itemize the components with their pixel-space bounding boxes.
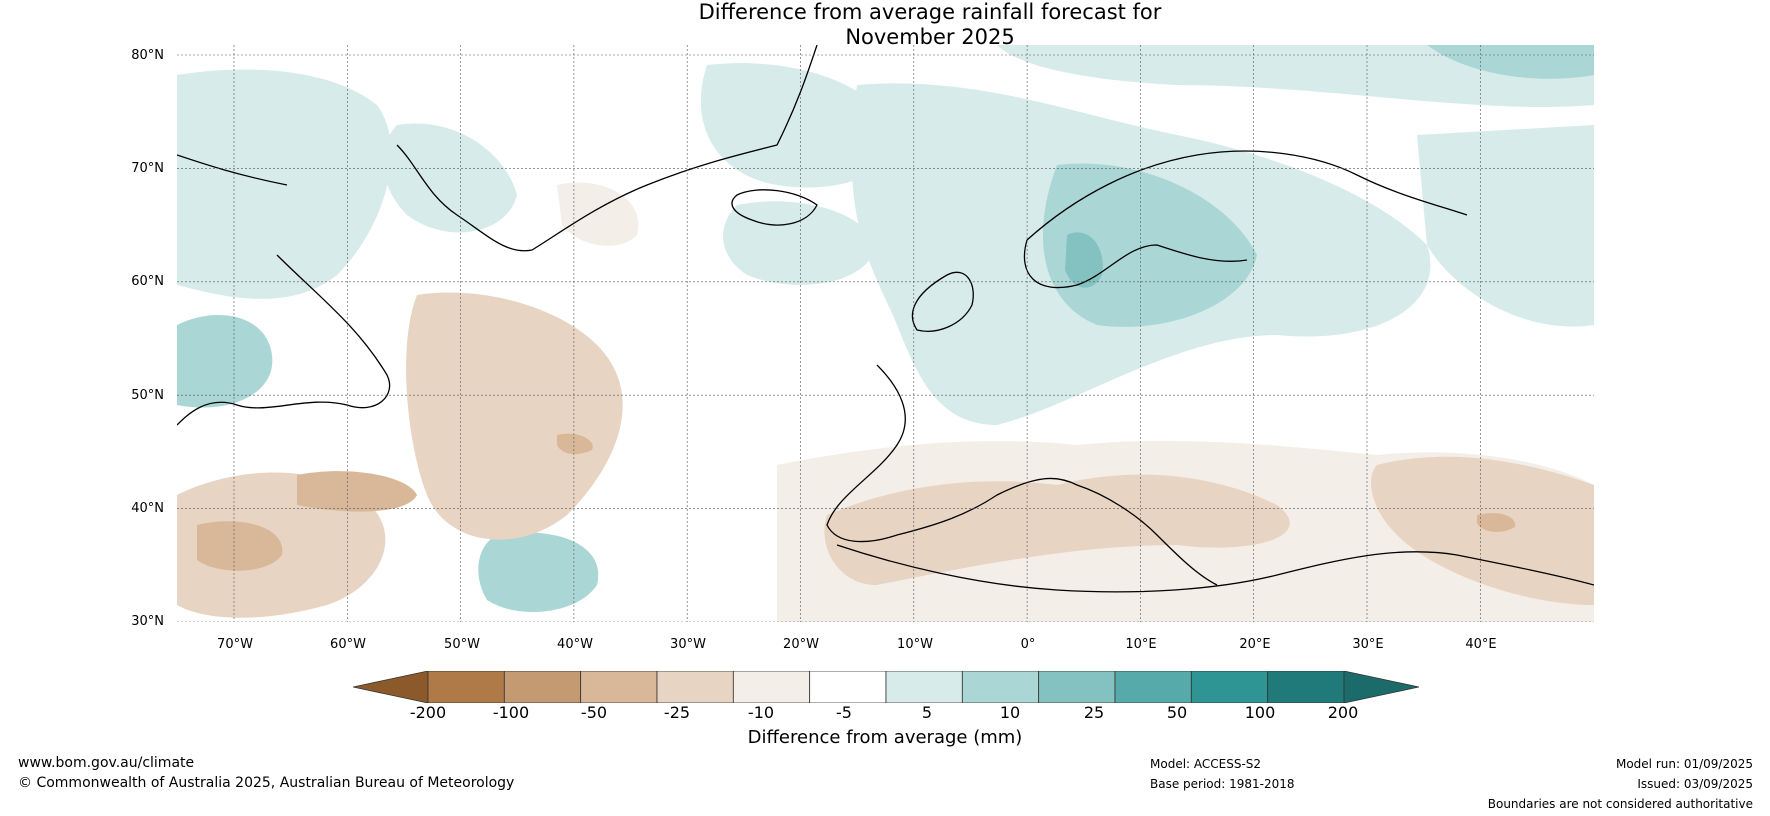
disclaimer-text: Boundaries are not considered authoritat… <box>1487 797 1753 811</box>
model-run-text: Model run: 01/09/2025 <box>1615 757 1753 771</box>
colorbar <box>353 671 1419 703</box>
cb-tick-5: 5 <box>921 703 933 722</box>
coastline-western-europe <box>826 364 1218 586</box>
wet-region-svalbard <box>997 45 1594 108</box>
dry-region-southwest-core <box>197 521 283 571</box>
lat-label-60n: 60°N <box>131 274 164 289</box>
cb-tick-neg50: -50 <box>580 703 608 722</box>
map-canvas <box>177 45 1594 622</box>
lat-label-50n: 50°N <box>131 388 164 403</box>
lon-label-30e: 30°E <box>1352 637 1384 652</box>
website-link[interactable]: www.bom.gov.au/climate <box>18 755 195 771</box>
issued-text: Issued: 03/09/2025 <box>1637 777 1753 791</box>
coastline-greenland <box>396 45 818 252</box>
cb-tick-neg100: -100 <box>492 703 530 722</box>
colorbar-segment <box>1038 671 1116 703</box>
wet-region-norway-peak <box>1065 232 1103 288</box>
base-period-text: Base period: 1981-2018 <box>1150 777 1295 791</box>
gridlines <box>177 45 1594 622</box>
cb-tick-neg200: -200 <box>409 703 447 722</box>
wet-region-barents <box>1427 45 1594 79</box>
cb-tick-25: 25 <box>1083 703 1105 722</box>
colorbar-segment <box>1267 671 1345 703</box>
dry-region-atlantic-spot <box>557 433 593 455</box>
dry-region-mediterranean-core <box>824 474 1290 585</box>
dry-anomaly-regions <box>177 182 1594 622</box>
colorbar-segment <box>885 671 963 703</box>
map-title: Difference from average rainfall forecas… <box>630 0 1230 50</box>
colorbar-segment <box>1114 671 1192 703</box>
dry-region-middle-east-core <box>1477 513 1516 532</box>
colorbar-segment <box>656 671 734 703</box>
dry-region-middle-east <box>1371 456 1594 605</box>
colorbar-extend-low <box>353 671 429 703</box>
colorbar-segment <box>732 671 811 703</box>
lon-label-70w: 70°W <box>217 637 253 652</box>
colorbar-segment <box>503 671 582 703</box>
coastline-labrador <box>177 254 391 426</box>
wet-region-iceland <box>723 201 877 285</box>
cb-tick-neg5: -5 <box>836 703 852 722</box>
colorbar-extend-high <box>1343 671 1419 703</box>
cb-tick-100: 100 <box>1244 703 1276 722</box>
colorbar-segment <box>580 671 658 703</box>
lon-label-20e: 20°E <box>1239 637 1271 652</box>
copyright-text: © Commonwealth of Australia 2025, Austra… <box>18 775 515 791</box>
coastline-iceland <box>731 189 818 226</box>
lon-label-40e: 40°E <box>1465 637 1497 652</box>
coastlines <box>177 45 1594 593</box>
lon-label-10e: 10°E <box>1125 637 1157 652</box>
wet-anomaly-regions <box>177 45 1594 612</box>
lon-label-20w: 20°W <box>783 637 819 652</box>
wet-region-subtropical-atlantic <box>478 532 599 612</box>
cb-tick-10: 10 <box>999 703 1021 722</box>
coastline-baffin <box>177 154 288 186</box>
colorbar-label: Difference from average (mm) <box>747 727 1023 748</box>
wet-region-russia <box>1417 125 1594 327</box>
lon-label-60w: 60°W <box>330 637 366 652</box>
colorbar-segment <box>809 671 887 703</box>
cb-tick-neg10: -10 <box>747 703 775 722</box>
wet-region-hudson <box>177 315 273 408</box>
coastline-north-africa <box>836 544 1594 593</box>
cb-tick-200: 200 <box>1327 703 1359 722</box>
lat-label-80n: 80°N <box>131 48 164 63</box>
colorbar-segment <box>1190 671 1269 703</box>
lon-label-10w: 10°W <box>897 637 933 652</box>
title-line-1: Difference from average rainfall forecas… <box>698 0 1162 24</box>
cb-tick-50: 50 <box>1166 703 1188 722</box>
forecast-map <box>177 45 1594 622</box>
lon-label-50w: 50°W <box>444 637 480 652</box>
model-text: Model: ACCESS-S2 <box>1150 757 1262 771</box>
lat-label-40n: 40°N <box>131 501 164 516</box>
colorbar-segment <box>961 671 1040 703</box>
coastline-scandinavia <box>1023 150 1468 289</box>
lat-label-70n: 70°N <box>131 161 164 176</box>
lon-label-40w: 40°W <box>557 637 593 652</box>
lon-label-0: 0° <box>1020 637 1036 652</box>
dry-region-mid-atlantic <box>406 292 623 540</box>
wet-region-greenland-west <box>383 123 517 233</box>
wet-region-north-atlantic <box>700 63 897 188</box>
coastline-british-isles <box>911 271 974 332</box>
cb-tick-neg25: -25 <box>663 703 691 722</box>
dry-region-atlantic-band <box>297 471 417 512</box>
lat-label-30n: 30°N <box>131 614 164 629</box>
colorbar-segment <box>427 671 505 703</box>
lon-label-30w: 30°W <box>670 637 706 652</box>
